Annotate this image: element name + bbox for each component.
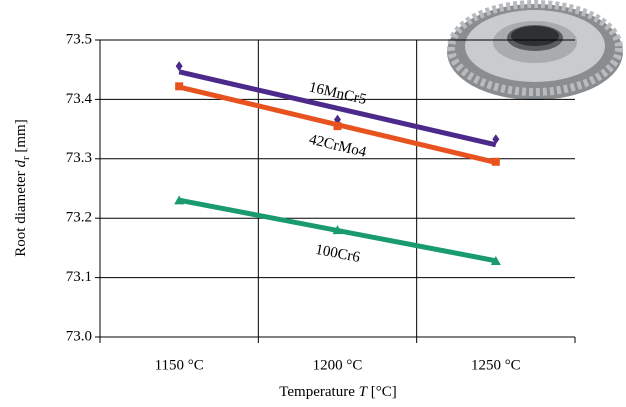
trend-line bbox=[179, 72, 496, 145]
chart: Root diameter dr [mm] Temperature T [°C]… bbox=[0, 0, 626, 407]
x-tick-label: 1150 °C bbox=[155, 357, 204, 373]
y-axis-label: Root diameter dr [mm] bbox=[13, 119, 33, 256]
y-tick-label: 73.2 bbox=[66, 210, 92, 226]
x-axis-label: Temperature T [°C] bbox=[279, 384, 396, 400]
marker bbox=[176, 61, 183, 71]
series-label: 42CrMo4 bbox=[307, 132, 368, 161]
series-label: 100Cr6 bbox=[314, 242, 362, 266]
y-tick-label: 73.3 bbox=[66, 150, 92, 166]
y-tick-label: 73.4 bbox=[66, 91, 93, 107]
y-tick-label: 73.1 bbox=[66, 269, 92, 285]
marker bbox=[492, 158, 500, 166]
marker bbox=[334, 122, 342, 130]
marker bbox=[175, 82, 183, 90]
y-tick-label: 73.0 bbox=[66, 328, 92, 344]
gear-photo bbox=[447, 4, 623, 100]
x-tick-label: 1200 °C bbox=[313, 357, 363, 373]
x-tick-label: 1250 °C bbox=[471, 357, 521, 373]
y-tick-label: 73.5 bbox=[66, 31, 92, 47]
